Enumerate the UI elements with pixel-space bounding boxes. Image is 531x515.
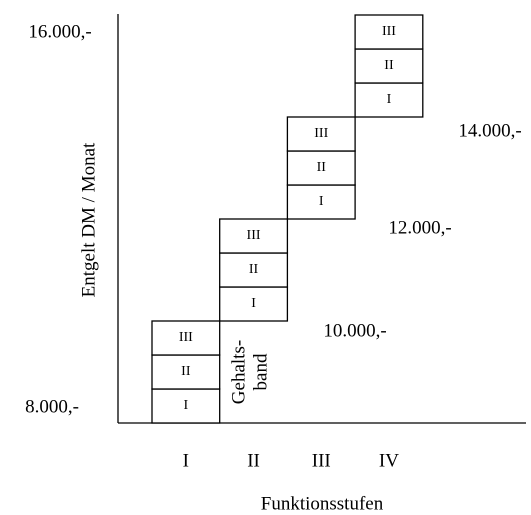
x-category-label: I [183,450,189,471]
band-box [219,286,289,322]
level-label: I [387,92,392,107]
band-box [151,320,221,356]
x-category-label: IV [379,450,399,471]
x-axis-title: Funktionsstufen [261,493,384,514]
x-category-label: II [247,450,260,471]
level-label: III [314,126,328,141]
level-label: I [319,194,324,209]
level-label: I [251,296,256,311]
level-label: III [247,228,261,243]
side-label: 12.000,- [388,217,451,238]
level-label: II [384,58,394,73]
band-label: band [250,353,271,390]
band-box [151,388,221,424]
level-label: II [249,262,259,277]
side-label: 14.000,- [458,120,521,141]
level-label: III [382,24,396,39]
band-box [286,116,356,152]
level-label: I [184,398,189,413]
y-top-label: 16.000,- [28,21,91,42]
side-label: 10.000,- [323,320,386,341]
band-box [286,150,356,186]
band-box [354,14,424,50]
band-box [286,184,356,220]
level-label: III [179,330,193,345]
band-label: Gehalts- [228,340,249,404]
x-category-label: III [312,450,331,471]
band-box [219,218,289,254]
level-label: II [181,364,191,379]
level-label: II [317,160,327,175]
band-box [354,48,424,84]
y-bottom-label: 8.000,- [25,396,79,417]
y-axis-title: Entgelt DM / Monat [78,142,99,297]
